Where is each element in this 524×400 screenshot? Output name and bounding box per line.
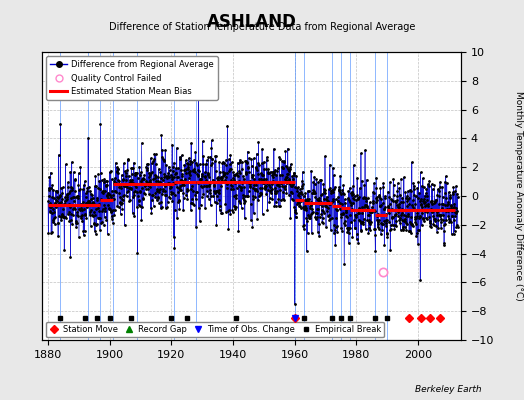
Text: Difference of Station Temperature Data from Regional Average: Difference of Station Temperature Data f… — [109, 22, 415, 32]
Y-axis label: Monthly Temperature Anomaly Difference (°C): Monthly Temperature Anomaly Difference (… — [514, 91, 522, 301]
Title: ASHLAND: ASHLAND — [206, 13, 297, 31]
Legend: Station Move, Record Gap, Time of Obs. Change, Empirical Break: Station Move, Record Gap, Time of Obs. C… — [46, 322, 384, 337]
Text: Berkeley Earth: Berkeley Earth — [416, 385, 482, 394]
